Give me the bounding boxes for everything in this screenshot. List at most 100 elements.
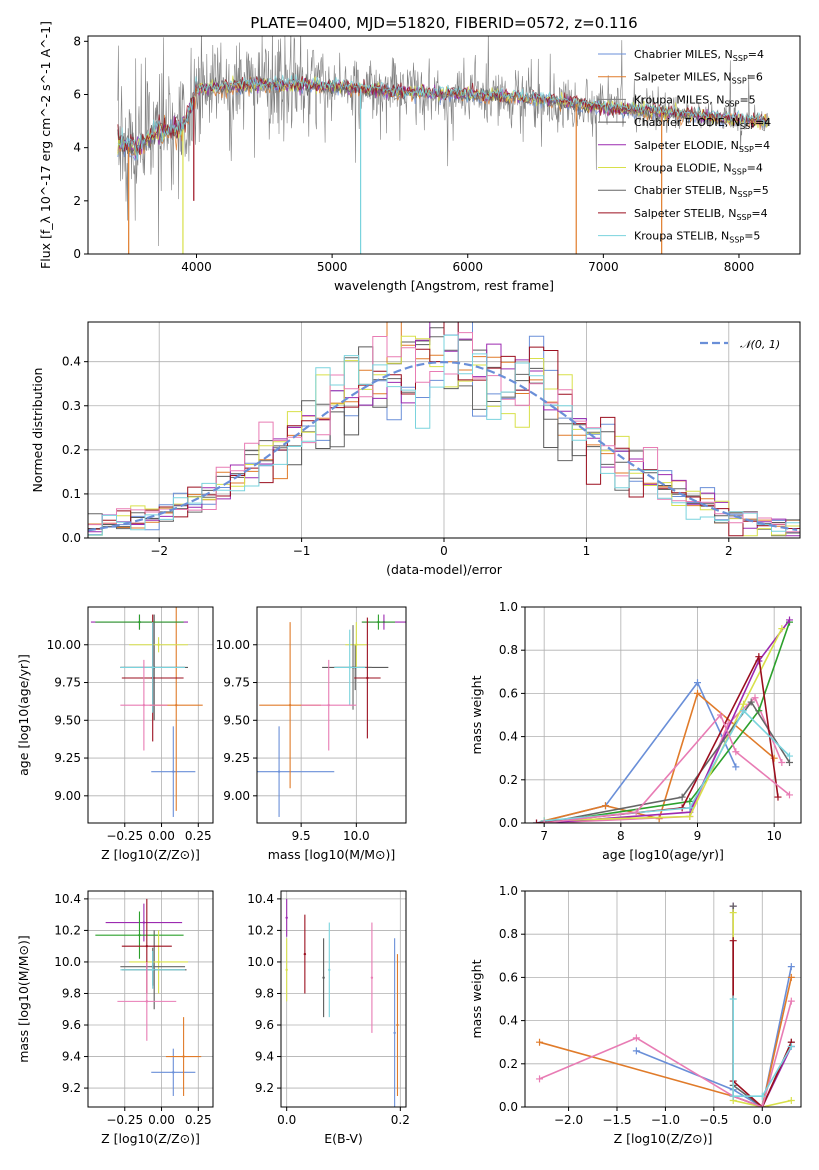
legend-entry: Salpeter STELIB, NSSP=4	[634, 207, 768, 222]
x-tick-label: −0.25	[106, 829, 143, 843]
y-axis-label: mass weight	[469, 675, 484, 754]
axes-frame	[256, 606, 407, 824]
data-point	[138, 620, 141, 624]
weight-point-marker	[774, 793, 782, 801]
x-tick-label: 10	[767, 829, 782, 843]
weight-point-marker	[686, 804, 694, 812]
legend-nssp-label: , N	[721, 207, 736, 220]
y-tick-label: 9.50	[223, 713, 250, 727]
weight-point-marker	[729, 909, 737, 917]
weight-series-line	[544, 700, 791, 823]
y-tick-label: 0.8	[499, 927, 518, 941]
y-tick-label: 0.6	[499, 970, 518, 984]
weight-point-marker	[729, 937, 737, 945]
x-tick-label: 0.00	[148, 829, 175, 843]
weight-point-marker	[540, 819, 548, 823]
legend-nssp-label: , N	[725, 116, 740, 129]
weight-point-marker	[770, 754, 778, 762]
legend-nssp-subscript: SSP	[739, 145, 754, 154]
x-tick-label: −2	[150, 544, 168, 558]
weight-point-marker	[786, 791, 793, 799]
y-tick-label: 0.8	[499, 643, 518, 657]
weight-series-line	[536, 654, 779, 823]
plot-area	[88, 322, 800, 537]
data-point	[145, 944, 149, 948]
y-tick-label: 0.4	[499, 1014, 518, 1028]
weight-point-marker	[787, 963, 795, 971]
legend-entry: Salpeter ELODIE, NSSP=4	[634, 139, 770, 154]
legend-nssp-value: =5	[753, 184, 769, 197]
weight-point-marker	[533, 819, 540, 823]
chart-weight_vs_Z: −2.0 −1.5 −1.0 −0.5 0.0 0.0 0.2 0.4 0.6 0.8 1.0 Z […	[469, 884, 802, 1146]
y-tick-label: 9.00	[54, 789, 81, 803]
x-tick-label: 0.25	[185, 1113, 212, 1127]
legend-entry: Chabrier STELIB, NSSP=5	[634, 184, 769, 199]
weight-point-marker	[732, 763, 740, 771]
data-point	[157, 643, 160, 646]
weight-point-marker	[729, 1092, 737, 1100]
y-tick-label: 10.0	[247, 955, 274, 969]
y-tick-label: 0.6	[499, 686, 518, 700]
y-tick-label: 9.75	[54, 676, 81, 690]
y-axis-label: Flux [f_λ 10^-17 erg cm^-2 s^-1 A^-1]	[38, 21, 53, 269]
x-tick-label: 7000	[588, 260, 619, 274]
x-tick-label: −0.25	[106, 1113, 143, 1127]
y-tick-label: 0.0	[499, 1100, 518, 1114]
legend-series-name: Chabrier STELIB	[634, 184, 722, 197]
x-axis-label: age [log10(age/yr)]	[602, 847, 724, 862]
legend-series-name: Kroupa STELIB	[634, 230, 714, 243]
weight-point-marker	[786, 616, 793, 624]
weight-point-marker	[786, 759, 793, 767]
legend-nssp-label: , N	[714, 230, 729, 243]
legend-nssp-value: =6	[747, 71, 763, 84]
x-tick-label: −1.0	[651, 1113, 680, 1127]
weight-point-marker	[536, 1075, 544, 1083]
plot-area	[533, 616, 793, 823]
weight-point-marker	[729, 995, 737, 1003]
y-tick-label: 0.3	[62, 399, 81, 413]
legend-nssp-subscript: SSP	[733, 54, 748, 63]
chart-title: PLATE=0400, MJD=51820, FIBERID=0572, z=0…	[250, 14, 637, 32]
chart-weight_vs_age: 7 8 9 10 0.0 0.2 0.4 0.6 0.8 1.0 age [log10(age/yr…	[469, 600, 802, 862]
legend-nssp-label: , N	[716, 71, 731, 84]
y-tick-label: 1.0	[499, 600, 518, 614]
data-point	[151, 968, 154, 972]
legend-entry: 𝒩(0, 1)	[740, 338, 780, 351]
legend-nssp-value: =4	[755, 116, 771, 129]
weight-point-marker	[686, 813, 694, 821]
legend-nssp-value: =5	[739, 93, 755, 106]
x-tick-label: 0.0	[753, 1113, 772, 1127]
legend-series-name: Kroupa MILES	[634, 93, 709, 106]
legend-entry: Salpeter MILES, NSSP=6	[634, 71, 763, 86]
legend-nssp-value: =4	[754, 139, 770, 152]
chart-spectrum: 4000 5000 6000 7000 8000 0 2 4 6 8 wavelength [Ang…	[38, 14, 801, 293]
legend-series-name: Salpeter MILES	[634, 71, 716, 84]
axes-frame	[87, 606, 214, 824]
weight-point-marker	[786, 752, 793, 760]
x-tick-label: 4000	[181, 260, 212, 274]
weight-series-line	[544, 621, 791, 823]
weight-point-marker	[678, 793, 686, 801]
y-tick-label: 0.0	[62, 531, 81, 545]
legend-entry: Kroupa STELIB, NSSP=5	[634, 230, 760, 245]
weight-point-marker	[787, 1097, 795, 1105]
weight-point-marker	[694, 679, 701, 687]
y-tick-label: 10.00	[47, 638, 81, 652]
y-tick-label: 9.8	[255, 986, 274, 1000]
weight-point-marker	[778, 759, 786, 767]
legend-nssp-subscript: SSP	[729, 236, 744, 245]
weight-series-line	[732, 999, 792, 1097]
y-tick-label: 4	[73, 141, 81, 155]
plot-area	[95, 898, 202, 1096]
legend-nssp-subscript: SSP	[736, 213, 751, 222]
data-point	[142, 921, 146, 924]
axes-frame	[87, 321, 801, 539]
weight-series-line	[544, 619, 791, 823]
x-axis-label: Z [log10(Z/Z⊙)]	[614, 1131, 713, 1146]
data-point	[327, 703, 330, 707]
y-tick-label: 9.4	[62, 1050, 81, 1064]
x-axis-label: E(B-V)	[324, 1131, 363, 1146]
weight-point-marker	[694, 689, 701, 697]
axes-frame	[280, 890, 407, 1108]
